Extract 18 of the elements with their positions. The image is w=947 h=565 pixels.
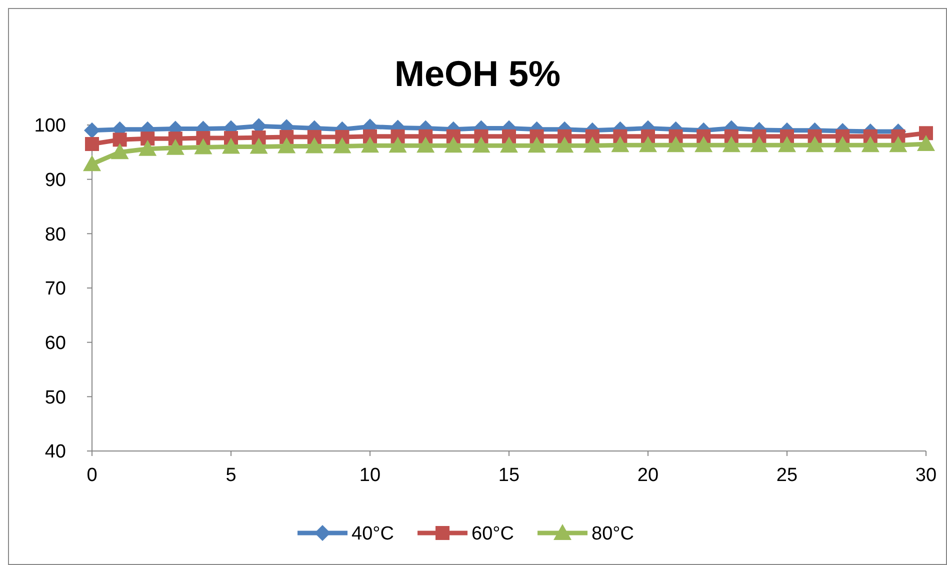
y-tick-label: 50 (44, 387, 66, 408)
x-tick-label: 20 (637, 465, 659, 486)
x-tick-label: 30 (915, 465, 937, 486)
x-tick-label: 25 (776, 465, 798, 486)
legend-label: 40°C (352, 524, 394, 545)
y-tick-label: 80 (44, 224, 66, 246)
x-tick-label: 10 (359, 465, 381, 486)
x-tick-label: 0 (86, 465, 98, 486)
chart-title: MeOH 5% (394, 53, 561, 94)
legend-label: 80°C (592, 524, 634, 545)
y-tick-label: 70 (44, 278, 66, 300)
y-tick-label: 60 (44, 332, 66, 354)
y-tick-label: 90 (44, 170, 66, 191)
x-tick-label: 5 (226, 465, 236, 486)
x-tick-label: 15 (498, 465, 520, 486)
y-tick-label: 100 (34, 116, 66, 137)
legend-label: 60°C (472, 524, 514, 545)
y-tick-label: 40 (44, 442, 66, 463)
